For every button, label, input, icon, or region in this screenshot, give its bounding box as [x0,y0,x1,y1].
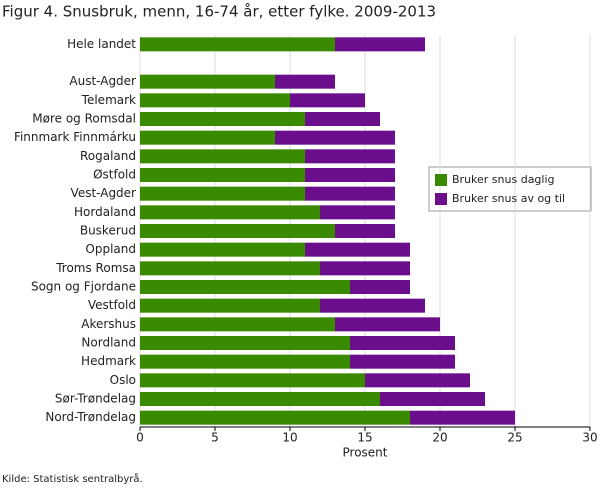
bar-segment [140,392,380,406]
x-tick-label: 15 [357,431,372,445]
y-tick-label: Hordaland [74,205,136,219]
bar-segment [140,354,350,369]
y-tick-label: Rogaland [80,149,136,163]
bar-segment [140,93,290,108]
y-tick-label: Aust-Agder [69,74,136,88]
y-tick-label: Oppland [85,242,136,256]
y-tick-label: Finnmark Finnmárku [14,130,136,144]
x-tick-label: 25 [507,431,522,445]
legend-swatch [435,174,447,186]
bar-segment [320,205,395,220]
bar-segment [140,186,305,201]
y-tick-label: Vestfold [88,298,136,312]
bar-segment [140,261,320,276]
x-axis-label: Prosent [343,446,388,460]
bar-segment [335,317,440,332]
bar-segment [365,373,470,388]
bar-segment [350,280,410,294]
y-tick-label: Vest-Agder [71,186,137,200]
bar-segment [140,37,335,52]
x-tick-label: 0 [136,431,144,445]
bar-segment [305,168,395,182]
x-tick-label: 30 [582,431,597,445]
bar-segment [140,130,275,145]
y-tick-label: Østfold [93,168,136,182]
bar-segment [290,93,365,108]
source: Kilde: Statistisk sentralbyrå. [2,472,143,485]
y-tick-label: Møre og Romsdal [32,112,136,126]
chart-title: Figur 4. Snusbruk, menn, 16-74 år, etter… [2,3,436,21]
x-tick-label: 20 [432,431,447,445]
bar-segment [140,205,320,220]
y-tick-label: Akershus [81,317,136,331]
legend-label: Bruker snus av og til [452,192,565,205]
bar-segment [140,336,350,350]
bar-segment [140,242,305,257]
y-tick-label: Oslo [110,373,136,387]
bar-segment [140,373,365,388]
bar-segment [140,74,275,89]
bar-segment [140,317,335,332]
bar-segment [335,224,395,238]
bar-segment [140,224,335,238]
legend-box [428,166,592,212]
bar-segment [275,74,335,89]
y-tick-label: Buskerud [80,224,136,238]
bar-segment [140,149,305,164]
bar-segment [140,410,410,425]
y-tick-label: Nord-Trøndelag [45,410,136,424]
y-tick-label: Sør-Trøndelag [55,392,136,406]
y-tick-label: Troms Romsa [55,261,136,275]
bar-segment [320,261,410,276]
y-tick-label: Telemark [81,93,136,107]
bar-segment [140,112,305,126]
bar-segment [335,37,425,52]
y-tick-label: Sogn og Fjordane [31,280,136,294]
bar-segment [275,130,395,145]
bar-segment [320,298,425,313]
x-tick-label: 5 [211,431,219,445]
bar-segment [305,242,410,257]
bar-segment [305,186,395,201]
y-tick-label: Nordland [81,336,136,350]
bar-segment [350,336,455,350]
bar-segment [350,354,455,369]
legend-label: Bruker snus daglig [452,173,555,186]
bar-segment [140,298,320,313]
bar-segment [305,112,380,126]
bar-segment [305,149,395,164]
x-tick-label: 10 [282,431,297,445]
bar-segment [140,280,350,294]
legend-swatch [435,193,447,205]
y-tick-label: Hele landet [67,37,136,51]
bar-segment [380,392,485,406]
bar-segment [410,410,515,425]
y-tick-label: Hedmark [81,354,136,368]
bar-segment [140,168,305,182]
